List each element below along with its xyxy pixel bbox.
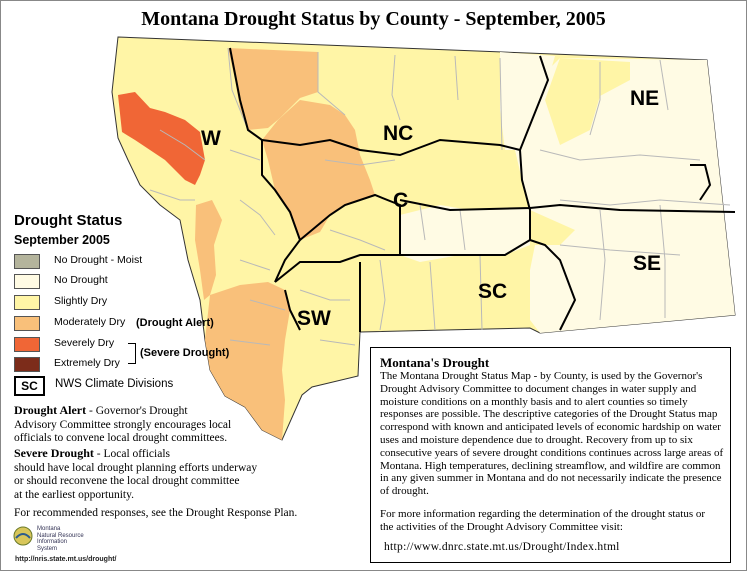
logo-line: Information <box>37 539 68 545</box>
severe-text: should have local drought planning effor… <box>14 461 258 474</box>
county-lines <box>149 47 731 346</box>
alert-text: - Governor's Drought <box>86 405 188 417</box>
legend-swatch <box>14 316 40 331</box>
montana-drought-info-box: Montana's Drought The Montana Drought St… <box>370 347 731 563</box>
info-box-title: Montana's Drought <box>380 355 490 370</box>
legend-swatch <box>14 295 40 310</box>
legend-title: Drought Status <box>14 212 123 229</box>
info-box-more: For more information regarding the deter… <box>380 508 706 533</box>
division-label-w: W <box>201 127 221 150</box>
severe-drought-note: Severe Drought - Local officials should … <box>14 446 258 502</box>
legend-label: Slightly Dry <box>54 295 108 307</box>
nris-logo-icon <box>13 526 33 546</box>
info-box-body: The Montana Drought Status Map - by Coun… <box>380 370 724 498</box>
drought-alert-label: (Drought Alert) <box>136 317 214 329</box>
severe-text: - Local officials <box>93 448 170 460</box>
no-drought-central-region <box>400 205 530 262</box>
moderate-west-edge-region <box>195 200 222 300</box>
logo-line: Natural Resource <box>37 532 84 539</box>
division-label-c: C <box>393 189 408 212</box>
map-title: Montana Drought Status by County - Septe… <box>141 8 606 30</box>
logo-line: System <box>37 545 58 552</box>
nris-url-link[interactable]: http://nris.state.mt.us/drought/ <box>15 556 117 563</box>
legend-label: No Drought <box>54 274 108 286</box>
legend-label: Extremely Dry <box>54 357 120 369</box>
severe-drought-label: (Severe Drought) <box>140 347 230 359</box>
moderate-southwest-region <box>205 282 290 440</box>
legend-swatch <box>14 337 40 352</box>
division-label-se: SE <box>633 252 661 275</box>
nris-logo-text: Montana Natural Resource Information Sys… <box>37 526 84 552</box>
severe-text: or should reconvene the local drought co… <box>14 475 240 487</box>
severe-text: at the earliest opportunity. <box>14 488 134 501</box>
alert-text: Advisory Committee strongly encourages l… <box>14 418 232 431</box>
logo-line: Montana <box>37 526 61 532</box>
climate-division-borders <box>229 47 736 332</box>
division-legend-label: NWS Climate Divisions <box>55 378 174 390</box>
slightly-dry-ne-corner <box>545 58 630 145</box>
no-drought-northeast-region <box>500 52 555 150</box>
drought-alert-note: Drought Alert - Governor's Drought Advis… <box>14 403 232 446</box>
drought-url-link[interactable]: http://www.dnrc.state.mt.us/Drought/Inde… <box>384 541 620 553</box>
nris-logo: Montana Natural Resource Information Sys… <box>13 525 123 561</box>
alert-heading: Drought Alert <box>14 403 87 417</box>
legend-label: Moderately Dry <box>54 316 126 328</box>
division-legend-box: SC <box>14 376 45 396</box>
severe-heading: Severe Drought <box>14 446 94 460</box>
moderate-northwest-region <box>228 48 318 130</box>
legend-label: Severely Dry <box>54 337 115 349</box>
alert-text: officials to convene local drought commi… <box>14 432 228 444</box>
division-label-nc: NC <box>383 122 413 145</box>
severe-northwest-region <box>118 92 205 185</box>
division-label-sc: SC <box>478 280 507 303</box>
legend-label: No Drought - Moist <box>54 254 143 266</box>
division-label-ne: NE <box>630 87 659 110</box>
legend-swatch <box>14 357 40 372</box>
response-plan-note: For recommended responses, see the Droug… <box>14 507 298 519</box>
division-label-sw: SW <box>297 307 331 330</box>
legend-swatch <box>14 254 40 269</box>
severe-bracket <box>128 343 136 364</box>
legend-subtitle: September 2005 <box>14 233 110 247</box>
legend-swatch <box>14 274 40 289</box>
moderate-rocky-front-region <box>262 100 375 240</box>
